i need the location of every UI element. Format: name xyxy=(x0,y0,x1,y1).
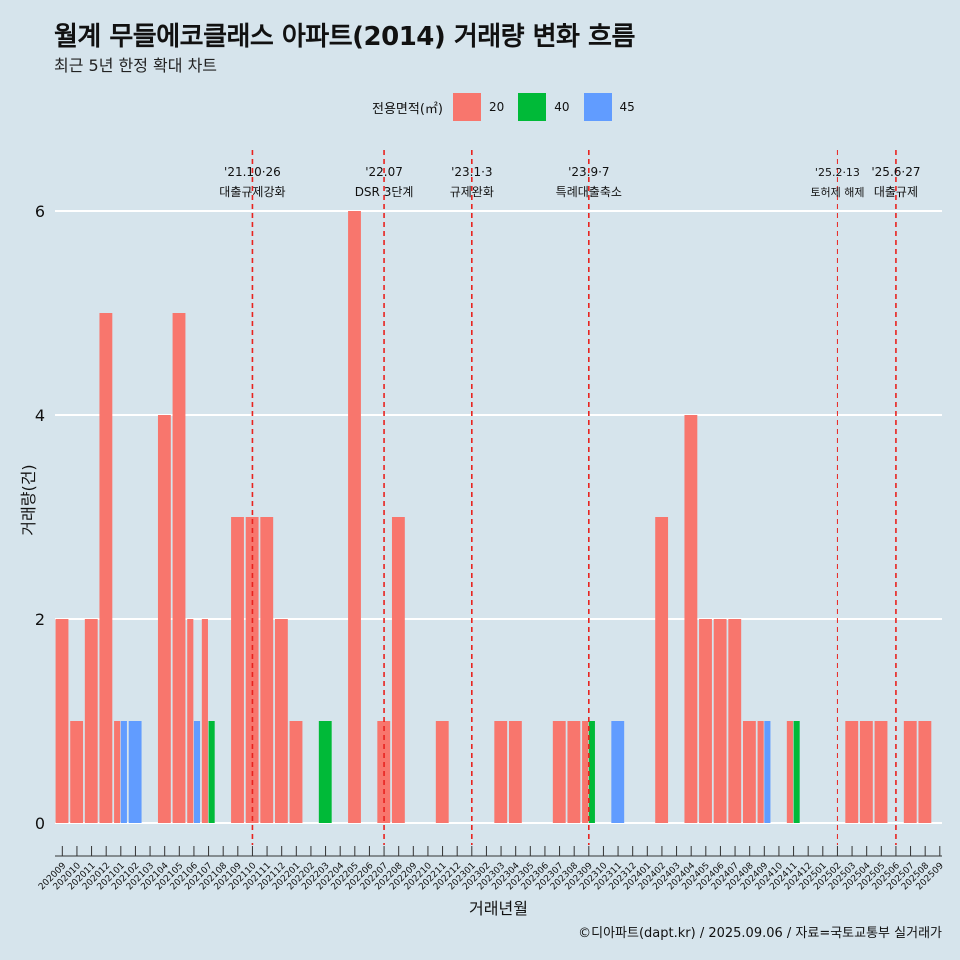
y-tick-label: 2 xyxy=(35,610,45,629)
bar-202106-45 xyxy=(193,721,201,823)
bar-202411-20 xyxy=(786,721,793,823)
bar-202508-20 xyxy=(918,721,932,823)
bar-202406-20 xyxy=(713,619,727,823)
bar-202405-20 xyxy=(699,619,712,823)
legend-item-20: 20 xyxy=(452,93,505,121)
event-date-202309: '23.9·7 xyxy=(568,165,609,179)
event-date-202502: '25.2·13 xyxy=(815,166,860,179)
legend-title: 전용면적(㎡) xyxy=(372,101,443,117)
bar-202107-20 xyxy=(201,619,208,823)
bar-202105-20 xyxy=(172,313,186,823)
event-label-202110: 대출규제강화 xyxy=(219,185,285,199)
bar-202409-20 xyxy=(757,721,764,823)
bar-202110-20 xyxy=(245,517,259,823)
bar-202101-20 xyxy=(114,721,121,823)
y-tick-label: 6 xyxy=(35,202,45,221)
chart-title: 월계 무들에코클래스 아파트(2014) 거래량 변화 흐름 xyxy=(54,22,635,52)
bar-202504-20 xyxy=(859,721,873,823)
legend-item-40: 40 xyxy=(518,93,570,121)
bar-202011-20 xyxy=(84,619,98,823)
source-caption: ©디아파트(dapt.kr) / 2025.09.06 / 자료=국토교통부 실… xyxy=(578,926,942,941)
event-date-202506: '25.6·27 xyxy=(871,165,920,179)
bar-202201-20 xyxy=(289,721,303,823)
bar-202407-20 xyxy=(728,619,742,823)
legend: 전용면적(㎡) 20 40 45 xyxy=(372,93,649,121)
bar-202408-20 xyxy=(742,721,756,823)
bar-202505-20 xyxy=(874,721,888,823)
event-label-202506: 대출규제 xyxy=(874,185,918,199)
legend-key-45 xyxy=(583,93,612,121)
legend-label-20: 20 xyxy=(488,100,505,114)
bar-202309-20 xyxy=(582,721,589,823)
bar-202107-40 xyxy=(208,721,215,823)
event-label-202301: 규제완화 xyxy=(450,185,494,199)
bar-202211-20 xyxy=(435,721,449,823)
event-date-202301: '23.1·3 xyxy=(451,165,492,179)
legend-label-45: 45 xyxy=(619,100,635,114)
bar-202106-20 xyxy=(187,619,194,823)
bar-202409-45 xyxy=(764,721,771,823)
bar-202307-20 xyxy=(552,721,566,823)
bar-202205-20 xyxy=(348,211,361,823)
bar-202308-20 xyxy=(567,721,581,823)
bar-202311-45 xyxy=(611,721,625,823)
bar-202404-20 xyxy=(684,415,698,823)
y-axis-title: 거래량(건) xyxy=(19,464,38,535)
bar-202104-20 xyxy=(157,415,171,823)
chart-subtitle: 최근 5년 한정 확대 차트 xyxy=(54,56,218,75)
bar-202411-40 xyxy=(793,721,800,823)
y-tick-label: 0 xyxy=(35,814,45,833)
event-date-202207: '22.07 xyxy=(365,165,403,179)
bar-202111-20 xyxy=(260,517,274,823)
bar-202203-40 xyxy=(318,721,332,823)
bar-202012-20 xyxy=(99,313,113,823)
legend-label-40: 40 xyxy=(554,100,570,114)
legend-key-20 xyxy=(452,93,481,121)
bar-202101-45 xyxy=(120,721,127,823)
bar-202109-20 xyxy=(231,517,244,823)
event-label-202309: 특례대출축소 xyxy=(556,185,622,199)
bar-202503-20 xyxy=(845,721,859,823)
bar-202102-45 xyxy=(128,721,142,823)
event-date-202110: '21.10·26 xyxy=(224,165,281,179)
bar-202402-20 xyxy=(655,517,669,823)
bar-202303-20 xyxy=(494,721,508,823)
bar-202112-20 xyxy=(274,619,288,823)
bar-202010-20 xyxy=(70,721,84,823)
x-axis-title: 거래년월 xyxy=(469,899,528,918)
y-tick-label: 4 xyxy=(35,406,45,425)
event-label-202502: 토허제 해제 xyxy=(810,185,864,199)
bar-202208-20 xyxy=(391,517,405,823)
legend-item-45: 45 xyxy=(583,93,635,121)
event-label-202207: DSR 3단계 xyxy=(355,185,414,199)
bar-202507-20 xyxy=(903,721,917,823)
bar-202009-20 xyxy=(55,619,69,823)
legend-key-40 xyxy=(518,93,547,121)
bar-202309-40 xyxy=(588,721,595,823)
bar-202304-20 xyxy=(508,721,522,823)
